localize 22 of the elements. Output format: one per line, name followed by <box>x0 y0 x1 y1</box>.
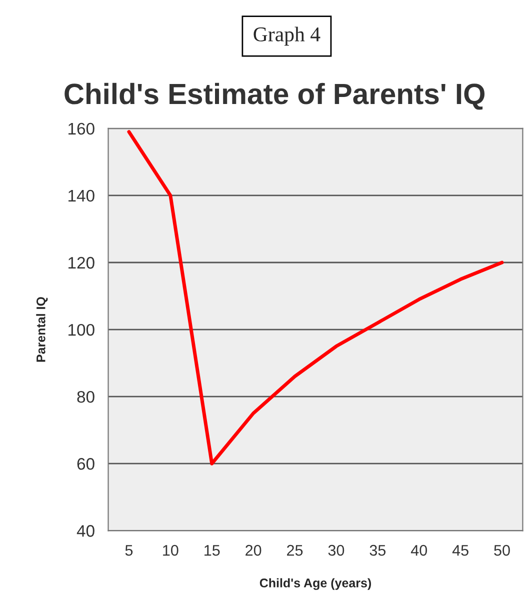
y-tick-label: 160 <box>68 122 94 135</box>
y-tick-label: 60 <box>77 458 94 470</box>
x-tick-label: 50 <box>494 544 510 556</box>
y-tick-label: 100 <box>68 324 94 336</box>
line-series <box>127 130 504 466</box>
chart-title: Graph 4 <box>254 26 320 46</box>
x-tick-label: 45 <box>452 545 468 556</box>
chart-subtitle: Child's Estimate of Parents' IQ <box>64 82 484 110</box>
x-tick-label: 25 <box>287 544 303 556</box>
y-tick-label: 80 <box>77 390 94 403</box>
x-tick-label: 5 <box>125 545 133 556</box>
y-tick-label: 140 <box>68 190 94 202</box>
x-axis-title: Child's Age (years) <box>260 578 371 590</box>
x-tick-label: 40 <box>410 544 427 556</box>
x-tick-label: 35 <box>370 544 386 556</box>
x-tick-label: 15 <box>204 545 220 556</box>
y-tick-label: 40 <box>76 525 94 537</box>
x-tick-label: 10 <box>163 544 178 556</box>
x-tick-label: 30 <box>328 544 344 556</box>
y-axis-title: Parental IQ <box>36 297 48 362</box>
y-tick-label: 120 <box>68 256 94 269</box>
x-tick-label: 20 <box>246 544 262 556</box>
